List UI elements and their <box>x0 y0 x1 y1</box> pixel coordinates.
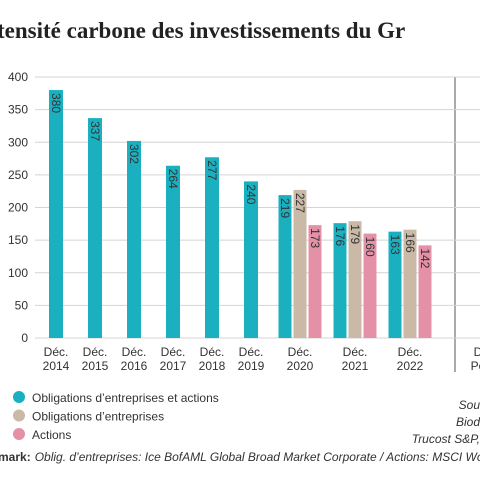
data-label: 277 <box>205 160 219 180</box>
footnote: mark: Oblig. d’entreprises: Ice BofAML Gl… <box>0 450 480 464</box>
data-label: 163 <box>388 235 402 255</box>
bar <box>348 221 362 338</box>
x-tick-line: Déc. <box>161 345 186 359</box>
bar <box>388 231 402 338</box>
legend-marker <box>13 428 25 440</box>
source: Trucost S&P, <box>412 432 480 446</box>
data-label: 173 <box>308 228 322 248</box>
x-tick-label: Déc. 2016 <box>121 345 148 373</box>
x-tick-line: Déc. <box>200 345 225 359</box>
x-tick-line: 2014 <box>43 359 70 373</box>
y-tick-label: 200 <box>8 201 28 215</box>
x-tick-line: Po <box>471 359 480 373</box>
x-tick-line: 2022 <box>397 359 424 373</box>
data-label: 264 <box>166 169 180 189</box>
x-tick-label: Déc. 2018 <box>199 345 226 373</box>
bar <box>308 225 322 338</box>
data-label: 240 <box>244 184 258 204</box>
bar <box>166 165 180 338</box>
x-tick-label: Déc. 2020 <box>287 345 314 373</box>
x-tick-label: Déc. 2021 <box>342 345 369 373</box>
x-tick-line: D <box>474 345 480 359</box>
x-tick-label: Déc. 2022 <box>397 345 424 373</box>
y-tick-label: 300 <box>8 135 28 149</box>
x-tick-line: Déc. <box>288 345 313 359</box>
y-tick-label: 250 <box>8 168 28 182</box>
data-label: 142 <box>418 248 432 268</box>
footnote-text: Oblig. d’entreprises: Ice BofAML Global … <box>35 450 480 464</box>
x-tick-line: Déc. <box>44 345 69 359</box>
y-tick-label: 350 <box>8 103 28 117</box>
x-tick-line: 2017 <box>160 359 187 373</box>
data-label: 302 <box>127 144 141 164</box>
legend-label: Obligations d’entreprises et actions <box>32 391 219 405</box>
x-tick-line: Déc. <box>122 345 147 359</box>
x-tick-line: Déc. <box>343 345 368 359</box>
data-label: 337 <box>88 121 102 141</box>
data-label: 166 <box>403 233 417 253</box>
legend-marker <box>13 391 25 403</box>
bar <box>244 181 258 338</box>
x-tick-line: Déc. <box>398 345 423 359</box>
bar <box>418 245 432 338</box>
chart-title: tensité carbone des investissements du G… <box>0 18 405 43</box>
bar <box>49 90 63 338</box>
x-tick-label: Déc. 2015 <box>82 345 109 373</box>
data-label: 160 <box>363 237 377 257</box>
legend-label: Obligations d’entreprises <box>32 410 164 424</box>
source: Sou <box>459 398 480 412</box>
x-tick-label: Déc. 2019 <box>238 345 265 373</box>
bar <box>127 140 141 338</box>
x-tick-label: Déc. 2014 <box>43 345 70 373</box>
y-tick-label: 400 <box>8 70 28 84</box>
bar <box>293 189 307 338</box>
footnote-label: mark: <box>0 450 31 464</box>
data-label: 380 <box>49 93 63 113</box>
bar <box>363 233 377 338</box>
bar <box>205 157 219 338</box>
y-tick-label: 50 <box>15 298 29 312</box>
legend-marker <box>13 409 25 422</box>
y-tick-label: 100 <box>8 266 28 280</box>
data-label: 219 <box>278 198 292 218</box>
x-tick-label: Déc. 2017 <box>160 345 187 373</box>
x-tick-line: 2021 <box>342 359 369 373</box>
x-tick-line: 2015 <box>82 359 109 373</box>
x-tick-line: Déc. <box>83 345 108 359</box>
data-label: 227 <box>293 193 307 213</box>
y-tick-label: 0 <box>21 331 28 345</box>
x-tick-line: 2016 <box>121 359 148 373</box>
y-tick-label: 150 <box>8 233 28 247</box>
legend-label: Actions <box>32 428 71 442</box>
bar <box>88 118 102 338</box>
bar <box>333 223 347 338</box>
x-tick-line: 2019 <box>238 359 265 373</box>
source: Biod <box>456 415 480 429</box>
x-tick-line: Déc. <box>239 345 264 359</box>
data-label: 179 <box>348 224 362 244</box>
data-label: 176 <box>333 226 347 246</box>
bar <box>403 229 417 338</box>
x-tick-label: DPo <box>471 345 480 373</box>
x-tick-line: 2018 <box>199 359 226 373</box>
x-tick-line: 2020 <box>287 359 314 373</box>
bar <box>278 195 292 338</box>
